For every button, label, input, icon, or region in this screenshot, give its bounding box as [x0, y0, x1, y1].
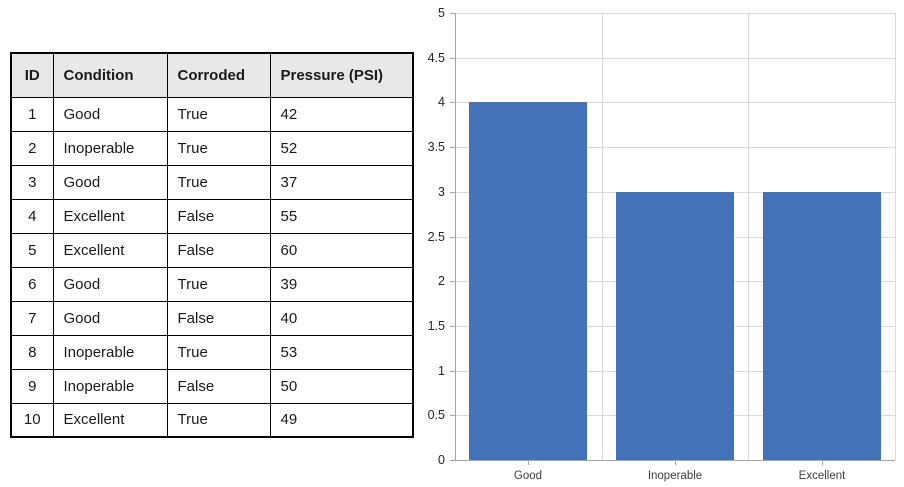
table-header-row: ID Condition Corroded Pressure (PSI) — [10, 52, 414, 98]
x-axis-tick — [675, 461, 676, 465]
table-cell: True — [166, 334, 271, 370]
table-cell: False — [166, 232, 271, 268]
x-axis-category-label: Excellent — [798, 470, 846, 482]
y-axis-tick-label: 0.5 — [427, 408, 445, 422]
y-axis-tick — [450, 281, 455, 282]
table-row: 7 Good False 40 — [10, 300, 414, 336]
y-axis-tick-label: 4 — [438, 95, 445, 109]
column-header-pressure-psi: Pressure (PSI) — [269, 52, 414, 98]
y-axis-tick-label: 3.5 — [427, 140, 445, 154]
table-cell: 50 — [269, 368, 414, 404]
table-row: 6 Good True 39 — [10, 266, 414, 302]
table-row: 2 Inoperable True 52 — [10, 130, 414, 166]
table-cell: True — [166, 130, 271, 166]
y-axis-tick — [450, 58, 455, 59]
table-cell: False — [166, 300, 271, 336]
gridline-horizontal — [455, 58, 895, 59]
bar-inoperable — [616, 192, 734, 460]
table-cell: 9 — [10, 368, 54, 404]
table-row: 9 Inoperable False 50 — [10, 368, 414, 404]
table-row: 4 Excellent False 55 — [10, 198, 414, 234]
y-axis-tick-label: 1.5 — [427, 319, 445, 333]
table-cell: Inoperable — [52, 334, 168, 370]
y-axis-tick-label: 5 — [438, 6, 445, 20]
table-row: 10 Excellent True 49 — [10, 402, 414, 438]
table-cell: False — [166, 368, 271, 404]
table-cell: 55 — [269, 198, 414, 234]
table-cell: Excellent — [52, 232, 168, 268]
y-axis-tick-label: 2 — [438, 274, 445, 288]
gridline-vertical — [602, 13, 603, 460]
y-axis-line — [455, 13, 456, 461]
table-cell: False — [166, 198, 271, 234]
data-table: ID Condition Corroded Pressure (PSI) 1 Good T… — [10, 52, 414, 438]
table-row: 1 Good True 42 — [10, 96, 414, 132]
gridline-horizontal — [455, 13, 895, 14]
y-axis-tick-label: 3 — [438, 185, 445, 199]
table-body: 1 Good True 42 2 Inoperable True 52 3 Good True 37 4… — [10, 96, 414, 438]
table-cell: 5 — [10, 232, 54, 268]
table-cell: 42 — [269, 96, 414, 132]
y-axis-tick-label: 1 — [438, 364, 445, 378]
table-cell: True — [166, 164, 271, 200]
y-axis-tick — [450, 371, 455, 372]
x-axis-category-label: Inoperable — [647, 470, 703, 482]
y-axis-tick — [450, 13, 455, 14]
y-axis-tick-label: 4.5 — [427, 51, 445, 65]
table-cell: Inoperable — [52, 130, 168, 166]
x-axis-line — [451, 460, 895, 461]
y-axis-tick — [450, 326, 455, 327]
table-cell: 60 — [269, 232, 414, 268]
y-axis-tick-label: 0 — [438, 453, 445, 467]
gridline-vertical — [895, 13, 896, 460]
gridline-horizontal — [455, 147, 895, 148]
y-axis-tick — [450, 192, 455, 193]
bar-excellent — [763, 192, 881, 460]
table-cell: 49 — [269, 402, 414, 438]
y-axis-tick — [450, 460, 455, 461]
y-axis-tick — [450, 102, 455, 103]
x-axis-tick — [528, 461, 529, 465]
bar-good — [469, 102, 587, 460]
gridline-horizontal — [455, 102, 895, 103]
y-axis-tick-label: 2.5 — [427, 230, 445, 244]
table-cell: True — [166, 96, 271, 132]
table-header: ID Condition Corroded Pressure (PSI) — [10, 52, 414, 98]
table-cell: 52 — [269, 130, 414, 166]
x-axis-tick — [822, 461, 823, 465]
table-cell: Good — [52, 266, 168, 302]
table-cell: Good — [52, 300, 168, 336]
table-cell: Good — [52, 96, 168, 132]
y-axis-tick — [450, 415, 455, 416]
table-cell: 10 — [10, 402, 54, 438]
gridline-vertical — [748, 13, 749, 460]
table-row: 5 Excellent False 60 — [10, 232, 414, 268]
y-axis-tick — [450, 237, 455, 238]
x-axis-category-label: Good — [513, 470, 543, 482]
table-cell: Excellent — [52, 198, 168, 234]
table-cell: Inoperable — [52, 368, 168, 404]
y-axis-tick — [450, 147, 455, 148]
